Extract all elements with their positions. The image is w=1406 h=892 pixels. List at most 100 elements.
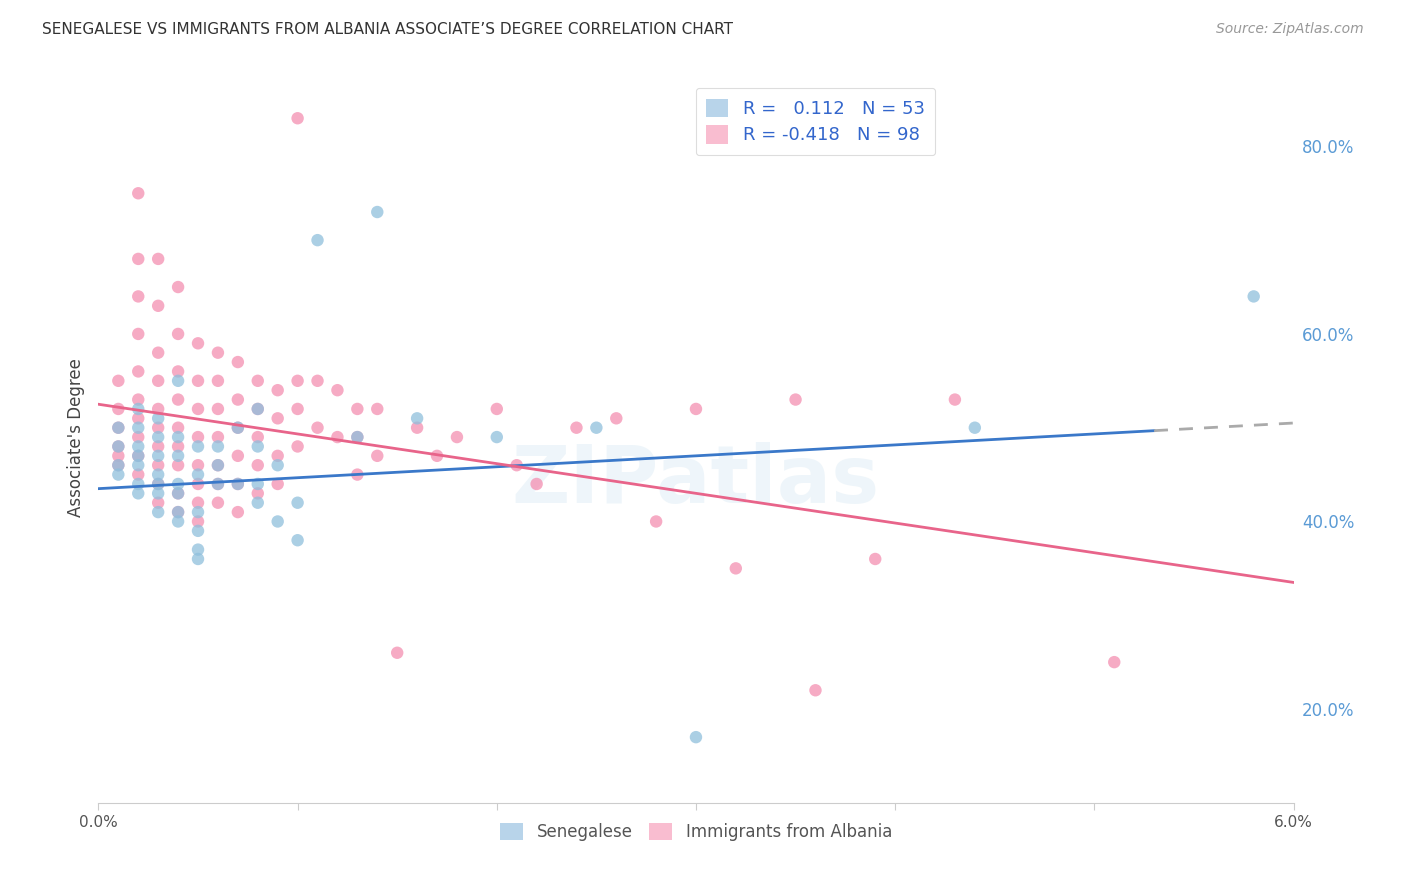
Point	[167, 486, 190, 500]
Point	[207, 345, 229, 359]
Point	[167, 505, 190, 519]
Point	[148, 430, 170, 444]
Point	[406, 420, 429, 434]
Point	[226, 392, 249, 407]
Point	[148, 458, 170, 473]
Point	[246, 401, 269, 416]
Point	[127, 486, 149, 500]
Point	[107, 420, 129, 434]
Point	[226, 355, 249, 369]
Point	[724, 561, 747, 575]
Point	[187, 458, 209, 473]
Point	[246, 486, 269, 500]
Point	[346, 430, 368, 444]
Point	[804, 683, 827, 698]
Point	[287, 496, 309, 510]
Point	[148, 449, 170, 463]
Point	[127, 401, 149, 416]
Text: Source: ZipAtlas.com: Source: ZipAtlas.com	[1216, 22, 1364, 37]
Point	[246, 477, 269, 491]
Point	[207, 401, 229, 416]
Point	[865, 552, 887, 566]
Point	[187, 542, 209, 557]
Point	[127, 440, 149, 454]
Point	[187, 552, 209, 566]
Point	[207, 458, 229, 473]
Point	[226, 420, 249, 434]
Point	[207, 430, 229, 444]
Point	[246, 458, 269, 473]
Point	[167, 280, 190, 294]
Point	[127, 392, 149, 407]
Point	[506, 458, 529, 473]
Point	[167, 486, 190, 500]
Point	[148, 420, 170, 434]
Point	[226, 449, 249, 463]
Point	[963, 420, 986, 434]
Point	[107, 374, 129, 388]
Point	[207, 477, 229, 491]
Point	[287, 401, 309, 416]
Point	[943, 392, 966, 407]
Point	[307, 233, 329, 247]
Point	[326, 430, 349, 444]
Point	[187, 374, 209, 388]
Point	[127, 458, 149, 473]
Point	[187, 430, 209, 444]
Point	[167, 420, 190, 434]
Point	[267, 411, 290, 425]
Legend: Senegalese, Immigrants from Albania: Senegalese, Immigrants from Albania	[492, 814, 900, 849]
Point	[326, 383, 349, 397]
Point	[366, 449, 388, 463]
Point	[127, 477, 149, 491]
Point	[207, 458, 229, 473]
Point	[167, 374, 190, 388]
Point	[565, 420, 588, 434]
Point	[307, 420, 329, 434]
Point	[107, 458, 129, 473]
Point	[605, 411, 627, 425]
Text: SENEGALESE VS IMMIGRANTS FROM ALBANIA ASSOCIATE’S DEGREE CORRELATION CHART: SENEGALESE VS IMMIGRANTS FROM ALBANIA AS…	[42, 22, 733, 37]
Point	[107, 440, 129, 454]
Point	[167, 449, 190, 463]
Point	[148, 374, 170, 388]
Point	[287, 112, 309, 126]
Point	[346, 401, 368, 416]
Point	[148, 411, 170, 425]
Point	[187, 505, 209, 519]
Point	[207, 477, 229, 491]
Point	[267, 515, 290, 529]
Point	[127, 449, 149, 463]
Point	[167, 515, 190, 529]
Point	[127, 449, 149, 463]
Point	[148, 401, 170, 416]
Point	[127, 411, 149, 425]
Point	[226, 477, 249, 491]
Point	[127, 430, 149, 444]
Point	[207, 374, 229, 388]
Point	[685, 401, 707, 416]
Point	[526, 477, 548, 491]
Point	[127, 289, 149, 303]
Point	[685, 730, 707, 744]
Point	[426, 449, 449, 463]
Point	[148, 299, 170, 313]
Point	[267, 458, 290, 473]
Point	[246, 440, 269, 454]
Point	[287, 440, 309, 454]
Point	[1243, 289, 1265, 303]
Point	[127, 467, 149, 482]
Point	[187, 515, 209, 529]
Point	[346, 430, 368, 444]
Point	[167, 505, 190, 519]
Point	[187, 401, 209, 416]
Point	[127, 252, 149, 266]
Point	[187, 477, 209, 491]
Point	[148, 345, 170, 359]
Point	[127, 326, 149, 341]
Point	[107, 449, 129, 463]
Point	[366, 205, 388, 219]
Point	[148, 477, 170, 491]
Point	[107, 401, 129, 416]
Point	[187, 524, 209, 538]
